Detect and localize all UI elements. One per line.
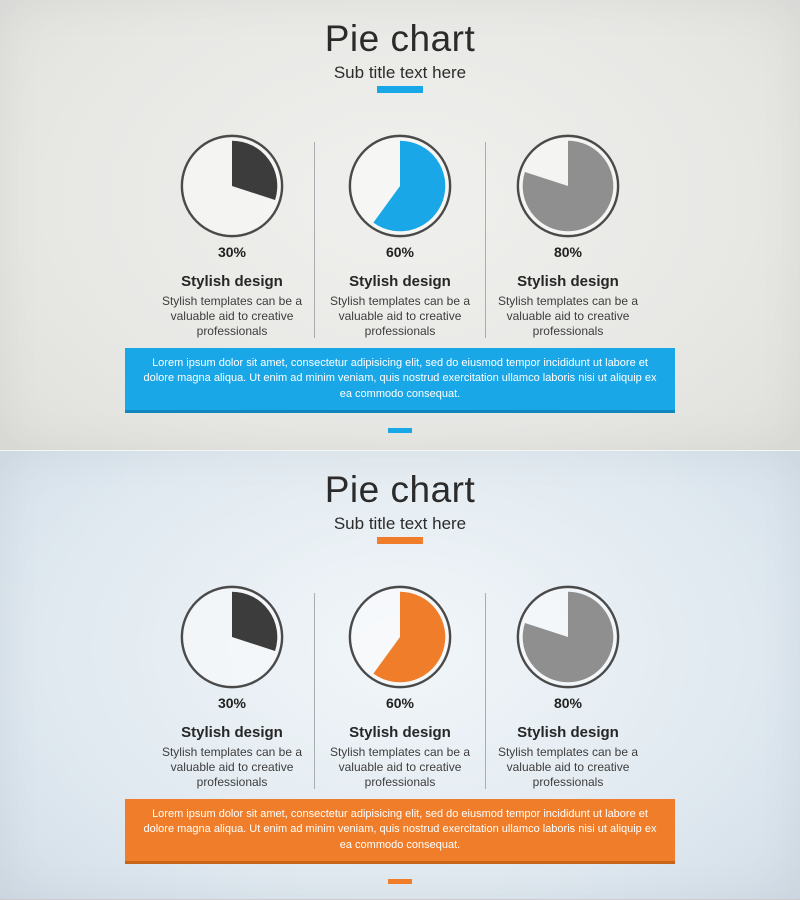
callout-text: Lorem ipsum dolor sit amet, consectetur …	[143, 807, 657, 851]
column-heading: Stylish design	[181, 724, 283, 741]
column-divider	[314, 593, 315, 789]
pie-column-60: 60% Stylish design Stylish templates can…	[315, 584, 485, 790]
pie-percent-label: 30%	[217, 695, 247, 711]
pie-column-30: 30% Stylish design Stylish templates can…	[147, 133, 317, 339]
pie-percent-label: 80%	[553, 244, 583, 260]
pie-percent-label: 60%	[385, 695, 415, 711]
callout-text: Lorem ipsum dolor sit amet, consectetur …	[143, 356, 657, 400]
pie-column-30: 30% Stylish design Stylish templates can…	[147, 584, 317, 790]
panel-top: Pie chart Sub title text here 30% Stylis…	[0, 0, 800, 451]
page-title: Pie chart	[324, 18, 476, 59]
pie-chart-60-icon	[348, 585, 452, 689]
pie-column-80: 80% Stylish design Stylish templates can…	[483, 133, 653, 339]
callout-box: Lorem ipsum dolor sit amet, consectetur …	[125, 348, 675, 413]
column-description: Stylish templates can be a valuable aid …	[161, 294, 303, 338]
pie-chart-30-icon	[180, 134, 284, 238]
pie-chart-30-icon	[180, 585, 284, 689]
page-subtitle: Sub title text here	[333, 63, 467, 82]
column-heading: Stylish design	[181, 273, 283, 290]
footer-accent-dash	[388, 879, 412, 884]
column-description: Stylish templates can be a valuable aid …	[329, 294, 471, 338]
callout-box: Lorem ipsum dolor sit amet, consectetur …	[125, 799, 675, 864]
pie-percent-label: 60%	[385, 244, 415, 260]
column-heading: Stylish design	[517, 273, 619, 290]
column-description: Stylish templates can be a valuable aid …	[497, 745, 639, 789]
page-subtitle: Sub title text here	[333, 514, 467, 533]
column-heading: Stylish design	[349, 273, 451, 290]
title-accent-bar	[377, 537, 423, 544]
pie-percent-label: 30%	[217, 244, 247, 260]
pie-column-60: 60% Stylish design Stylish templates can…	[315, 133, 485, 339]
pie-chart-80-icon	[516, 134, 620, 238]
pie-percent-label: 80%	[553, 695, 583, 711]
column-divider	[485, 142, 486, 338]
column-heading: Stylish design	[517, 724, 619, 741]
title-accent-bar	[377, 86, 423, 93]
column-divider	[485, 593, 486, 789]
column-description: Stylish templates can be a valuable aid …	[497, 294, 639, 338]
column-description: Stylish templates can be a valuable aid …	[161, 745, 303, 789]
column-heading: Stylish design	[349, 724, 451, 741]
pie-column-80: 80% Stylish design Stylish templates can…	[483, 584, 653, 790]
pie-chart-60-icon	[348, 134, 452, 238]
pie-chart-80-icon	[516, 585, 620, 689]
footer-accent-dash	[388, 428, 412, 433]
page-title: Pie chart	[324, 469, 476, 510]
column-description: Stylish templates can be a valuable aid …	[329, 745, 471, 789]
panel-bottom: Pie chart Sub title text here 30% Stylis…	[0, 451, 800, 900]
column-divider	[314, 142, 315, 338]
